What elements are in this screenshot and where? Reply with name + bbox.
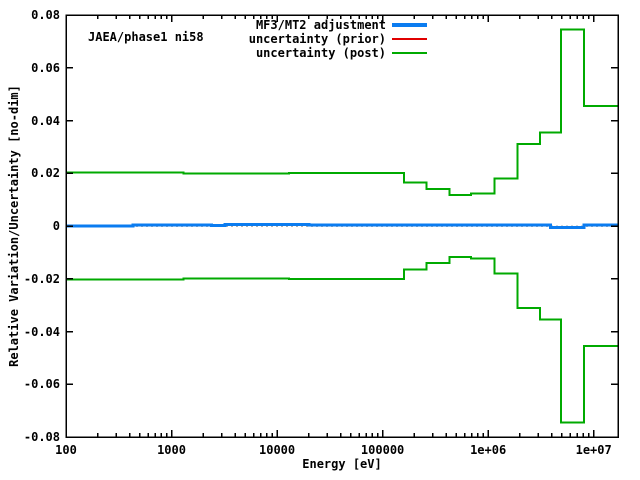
series-uncertainty-prior-lower: [66, 256, 618, 423]
y-tick-label: 0.08: [31, 8, 60, 22]
series-uncertainty-post-lower: [66, 256, 618, 424]
x-tick-label: 100000: [360, 443, 405, 457]
y-tick-label: 0.02: [31, 166, 60, 181]
legend-item: uncertainty (post): [106, 46, 427, 60]
legend-label: uncertainty (prior): [248, 32, 386, 46]
legend-item: MF3/MT2 adjustment: [106, 18, 427, 32]
y-tick-label: 0.06: [31, 60, 60, 75]
x-axis-label: Energy [eV]: [302, 457, 382, 471]
y-tick-label: 0: [52, 219, 60, 233]
legend-line-sample: [392, 38, 427, 40]
y-tick-label: -0.08: [23, 430, 60, 444]
legend-label: uncertainty (post): [255, 46, 386, 60]
x-tick-label: 1e+07: [575, 443, 612, 457]
series-mf3-mt2-adjustment: [66, 223, 618, 229]
x-tick-label: 10000: [259, 443, 296, 457]
y-tick-label: -0.06: [23, 377, 60, 392]
x-tick-label: 1e+06: [470, 443, 507, 457]
legend-label: MF3/MT2 adjustment: [255, 18, 386, 32]
chart-label: JAEA/phase1 ni58: [88, 30, 204, 44]
series-uncertainty-post-upper: [66, 28, 618, 196]
legend-line-sample: [392, 23, 427, 27]
legend-item: uncertainty (prior): [106, 32, 427, 46]
x-tick-label: 1000: [157, 443, 186, 457]
y-tick-label: 0.04: [31, 113, 60, 128]
legend: MF3/MT2 adjustment uncertainty (prior) unc…: [106, 18, 427, 60]
y-tick-label: -0.04: [23, 324, 60, 339]
legend-line-sample: [392, 52, 427, 54]
y-tick-label: -0.02: [23, 271, 60, 286]
x-tick-label: 100: [55, 443, 77, 457]
